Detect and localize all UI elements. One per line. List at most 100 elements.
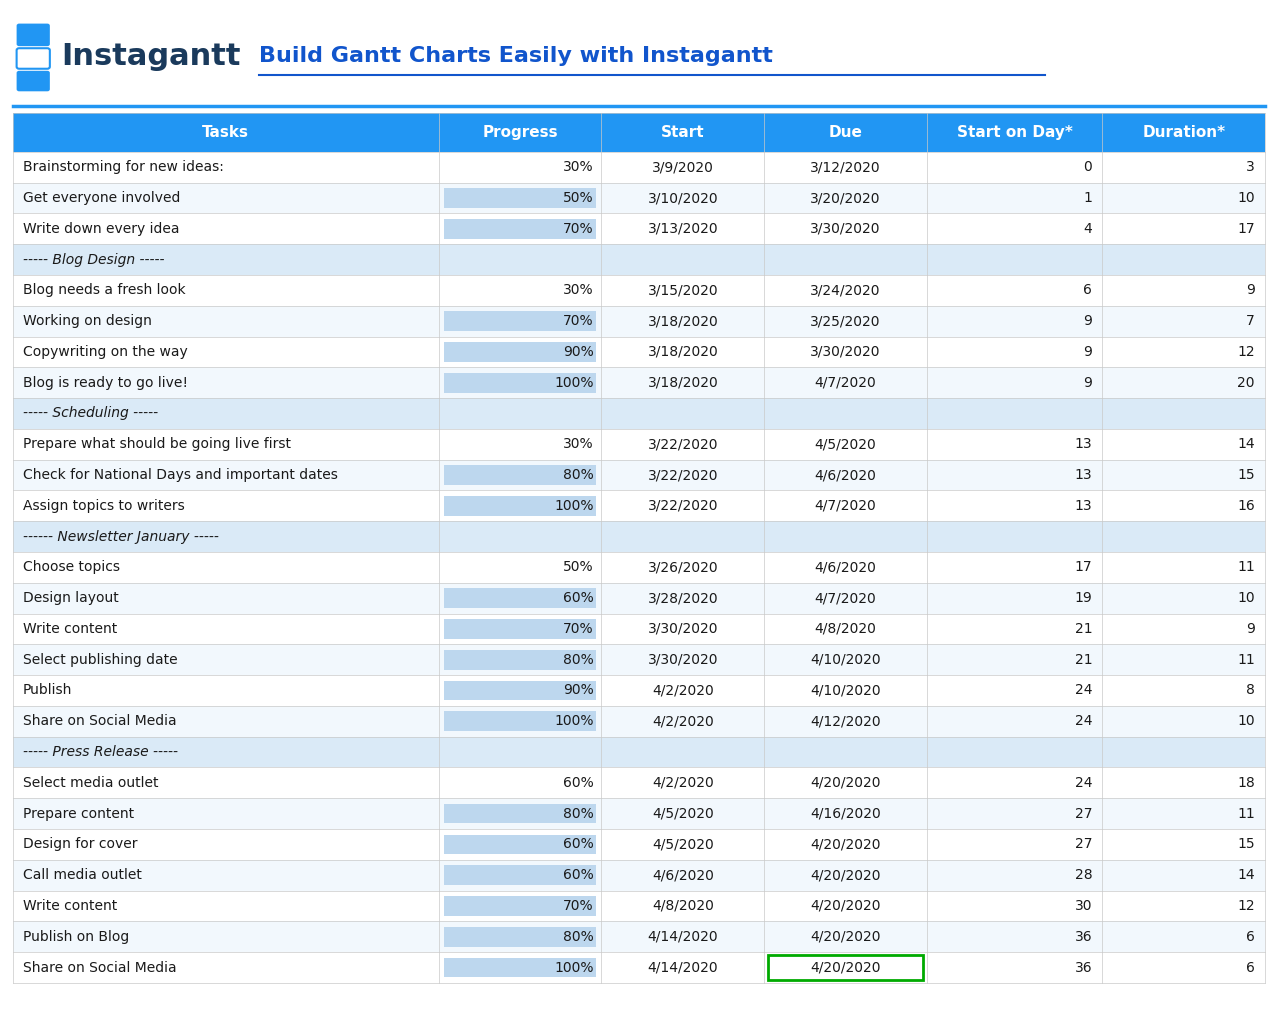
Text: 3/30/2020: 3/30/2020 [810,222,881,236]
Text: 4/10/2020: 4/10/2020 [810,683,881,698]
Text: 36: 36 [1075,960,1093,975]
Text: 3/12/2020: 3/12/2020 [810,160,881,174]
Text: 4/12/2020: 4/12/2020 [810,714,881,728]
Bar [13,614,1265,644]
Bar [13,952,1265,983]
Bar [13,275,1265,306]
Text: 17: 17 [1237,222,1255,236]
Text: 21: 21 [1075,622,1093,636]
Text: 12: 12 [1237,899,1255,913]
Text: Tasks: Tasks [202,125,249,140]
Text: 30%: 30% [564,437,594,451]
Text: 4/5/2020: 4/5/2020 [652,837,713,852]
Bar [13,921,1265,952]
Bar [13,152,1265,183]
Text: 3/30/2020: 3/30/2020 [810,345,881,359]
Bar [13,521,1265,552]
Text: ----- Scheduling -----: ----- Scheduling ----- [23,406,158,421]
Bar [13,460,1265,490]
Text: 10: 10 [1237,714,1255,728]
Bar [443,711,597,732]
Text: Select publishing date: Select publishing date [23,653,178,667]
Text: Start: Start [661,125,704,140]
Text: 14: 14 [1237,437,1255,451]
Text: 50%: 50% [564,191,594,205]
Text: Call media outlet: Call media outlet [23,868,142,882]
Bar [13,367,1265,398]
Text: 3/20/2020: 3/20/2020 [810,191,881,205]
Text: 30%: 30% [564,283,594,298]
Bar [443,649,597,670]
Text: 24: 24 [1075,714,1093,728]
Text: Blog needs a fresh look: Blog needs a fresh look [23,283,185,298]
Text: 70%: 70% [564,622,594,636]
Bar [443,619,597,639]
Text: Assign topics to writers: Assign topics to writers [23,499,185,513]
Text: 11: 11 [1237,806,1255,821]
Text: 27: 27 [1075,837,1093,852]
Text: 4/20/2020: 4/20/2020 [810,837,881,852]
Text: Check for National Days and important dates: Check for National Days and important da… [23,468,337,482]
Text: 4: 4 [1084,222,1093,236]
Text: 30%: 30% [564,160,594,174]
Text: Publish on Blog: Publish on Blog [23,930,129,944]
Bar [13,490,1265,521]
Text: Share on Social Media: Share on Social Media [23,714,176,728]
Bar [13,113,1265,152]
Text: 18: 18 [1237,776,1255,790]
Text: 11: 11 [1237,560,1255,575]
Text: Brainstorming for new ideas:: Brainstorming for new ideas: [23,160,224,174]
Text: 100%: 100% [555,714,594,728]
Text: 4/14/2020: 4/14/2020 [648,930,718,944]
Text: 36: 36 [1075,930,1093,944]
Text: 4/6/2020: 4/6/2020 [814,468,877,482]
Text: 24: 24 [1075,776,1093,790]
Text: 21: 21 [1075,653,1093,667]
Bar [13,644,1265,675]
Bar [13,706,1265,737]
Text: 4/10/2020: 4/10/2020 [810,653,881,667]
Text: 12: 12 [1237,345,1255,359]
Text: 4/20/2020: 4/20/2020 [810,930,881,944]
Text: 1: 1 [1084,191,1093,205]
Bar [443,865,597,885]
Text: Publish: Publish [23,683,73,698]
Text: Prepare content: Prepare content [23,806,134,821]
Bar [13,891,1265,921]
Text: 9: 9 [1084,345,1093,359]
Text: 100%: 100% [555,960,594,975]
Text: 80%: 80% [564,930,594,944]
Text: 70%: 70% [564,314,594,328]
Text: 60%: 60% [564,868,594,882]
Bar [443,311,597,331]
FancyBboxPatch shape [17,48,50,69]
Text: 4/20/2020: 4/20/2020 [810,776,881,790]
Text: Start on Day*: Start on Day* [957,125,1072,140]
Bar [443,926,597,947]
Text: 3/25/2020: 3/25/2020 [810,314,881,328]
Text: Write down every idea: Write down every idea [23,222,179,236]
Text: 27: 27 [1075,806,1093,821]
Text: 70%: 70% [564,222,594,236]
Bar [443,496,597,516]
Text: 3/15/2020: 3/15/2020 [648,283,718,298]
Text: 7: 7 [1246,314,1255,328]
Text: 4/8/2020: 4/8/2020 [814,622,877,636]
Text: 3: 3 [1246,160,1255,174]
Text: 0: 0 [1084,160,1093,174]
Text: Build Gantt Charts Easily with Instagantt: Build Gantt Charts Easily with Instagant… [259,46,773,67]
Text: 3/30/2020: 3/30/2020 [648,653,718,667]
Bar [13,860,1265,891]
Bar [443,957,597,978]
Bar [443,588,597,608]
Text: Select media outlet: Select media outlet [23,776,158,790]
Text: 10: 10 [1237,591,1255,605]
Bar [13,213,1265,244]
Text: Instagantt: Instagantt [61,42,240,71]
Bar [443,834,597,855]
Text: 3/22/2020: 3/22/2020 [648,437,718,451]
Text: 4/2/2020: 4/2/2020 [652,683,713,698]
Bar [443,188,597,208]
Bar [13,675,1265,706]
Text: Copywriting on the way: Copywriting on the way [23,345,188,359]
